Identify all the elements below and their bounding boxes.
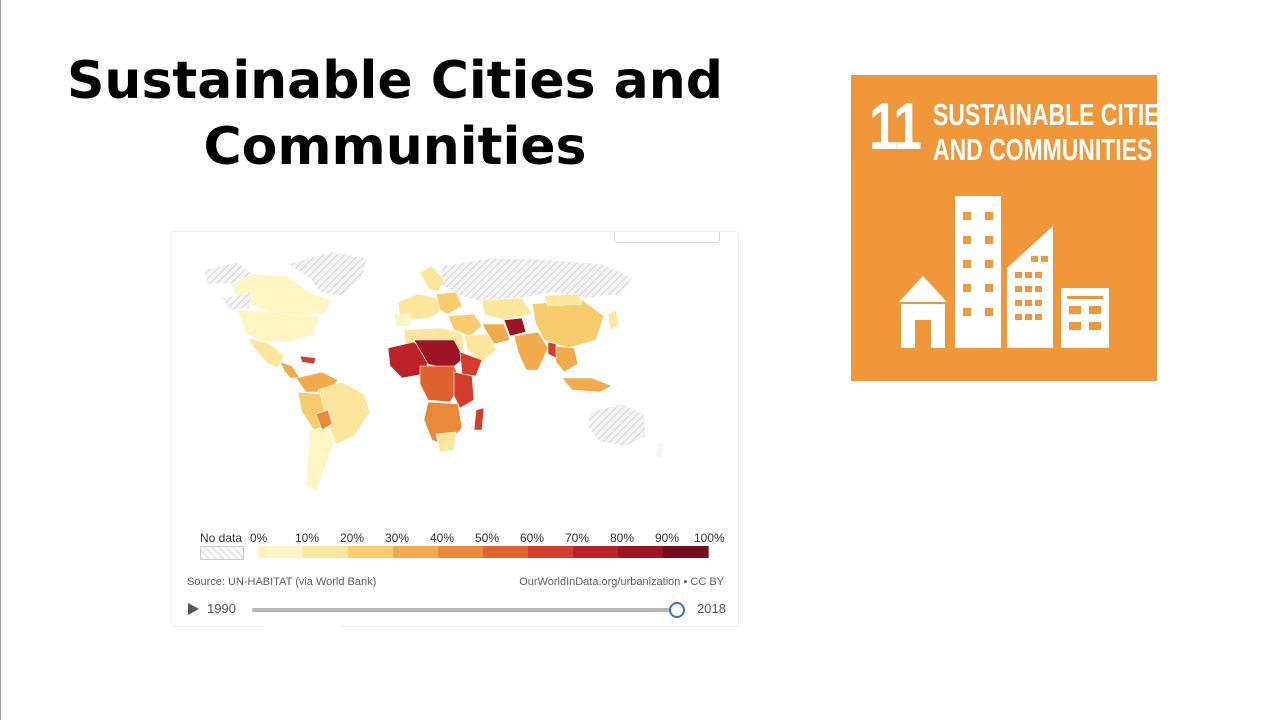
greenland — [286, 251, 368, 297]
legend-bin-swatch — [438, 546, 484, 558]
europe-north — [419, 265, 445, 293]
mongolia — [543, 293, 583, 307]
china — [531, 299, 605, 349]
eastern-europe — [435, 291, 463, 315]
horn-of-africa — [459, 351, 483, 377]
play-icon[interactable] — [188, 603, 199, 615]
legend-bin-label: 50% — [475, 531, 500, 545]
timeline-start-year: 1990 — [207, 601, 236, 616]
sahel — [413, 339, 465, 371]
legend-bin-swatch — [393, 546, 439, 558]
legend-bin-label: 90% — [655, 531, 680, 545]
legend-bin-label: 10% — [295, 531, 320, 545]
legend-bin-swatch — [258, 546, 304, 558]
map-legend: No data 0% 10% 20% 30% 40% 50% 60% 70% 80% 90% 100… — [200, 526, 740, 560]
legend-bin-label: 30% — [385, 531, 410, 545]
legend-bin-label: 60% — [520, 531, 545, 545]
legend-max-label: 100% — [694, 531, 725, 545]
legend-bin-label: 80% — [610, 531, 635, 545]
southeast-asia — [553, 345, 579, 373]
panel-gap — [264, 620, 340, 628]
bolivia — [315, 409, 333, 431]
indonesia — [561, 377, 613, 393]
usa — [236, 309, 321, 343]
mexico — [247, 337, 285, 369]
year-timeline: 1990 2018 — [186, 598, 726, 622]
russia — [439, 257, 633, 303]
map-source: Source: UN-HABITAT (via World Bank) — [187, 576, 377, 588]
legend-bin-swatch — [663, 546, 709, 558]
caribbean — [299, 355, 317, 365]
slide-title: Sustainable Cities and Communities — [66, 51, 724, 177]
sdg-label: SUSTAINABLE CITIES AND COMMUNITIES — [933, 97, 1157, 167]
world-choropleth-map — [203, 251, 665, 493]
legend-bin-label: 20% — [340, 531, 365, 545]
sdg-number: 11 — [869, 89, 922, 163]
map-controls-box[interactable] — [614, 232, 720, 243]
left-border — [0, 0, 1, 720]
legend-bin-swatch — [528, 546, 574, 558]
timeline-slider-track[interactable] — [252, 602, 685, 618]
map-credit: OurWorldInData.org/urbanization • CC BY — [519, 576, 724, 588]
legend-bin-swatch — [618, 546, 664, 558]
sdg-label-line1: SUSTAINABLE CITIES — [933, 97, 1157, 132]
iberia — [393, 313, 411, 327]
south-asia — [513, 331, 549, 371]
japan — [607, 309, 619, 331]
arabia — [463, 333, 497, 363]
legend-bin-label: 40% — [430, 531, 455, 545]
timeline-slider-thumb[interactable] — [669, 602, 685, 618]
sdg-11-tile: 11 SUSTAINABLE CITIES AND COMMUNITIES — [851, 75, 1157, 381]
australia — [587, 403, 647, 447]
south-africa — [435, 431, 457, 453]
afghanistan — [503, 317, 527, 337]
legend-bin-swatch — [348, 546, 394, 558]
central-asia — [481, 297, 533, 321]
legend-bin-swatch — [483, 546, 529, 558]
iran — [481, 323, 511, 345]
legend-bin-swatch — [573, 546, 619, 558]
legend-no-data-swatch — [200, 546, 244, 560]
city-buildings-icon — [899, 196, 1109, 348]
map-panel: No data 0% 10% 20% 30% 40% 50% 60% 70% 80% 90% 100… — [172, 232, 740, 628]
central-america — [279, 361, 301, 379]
timeline-end-year: 2018 — [697, 601, 726, 616]
alaska-hatch — [221, 291, 253, 311]
madagascar — [473, 407, 485, 431]
argentina-chile — [305, 427, 335, 493]
legend-bin-swatch — [303, 546, 349, 558]
legend-bin-label: 0% — [250, 531, 268, 545]
turkey-middle-east — [447, 313, 483, 337]
myanmar — [547, 341, 557, 359]
east-africa — [453, 371, 475, 409]
legend-bin-label: 70% — [565, 531, 590, 545]
legend-no-data-label: No data — [200, 531, 243, 545]
central-africa — [419, 365, 463, 403]
new-zealand — [655, 441, 665, 459]
sdg-label-line2: AND COMMUNITIES — [933, 132, 1153, 167]
